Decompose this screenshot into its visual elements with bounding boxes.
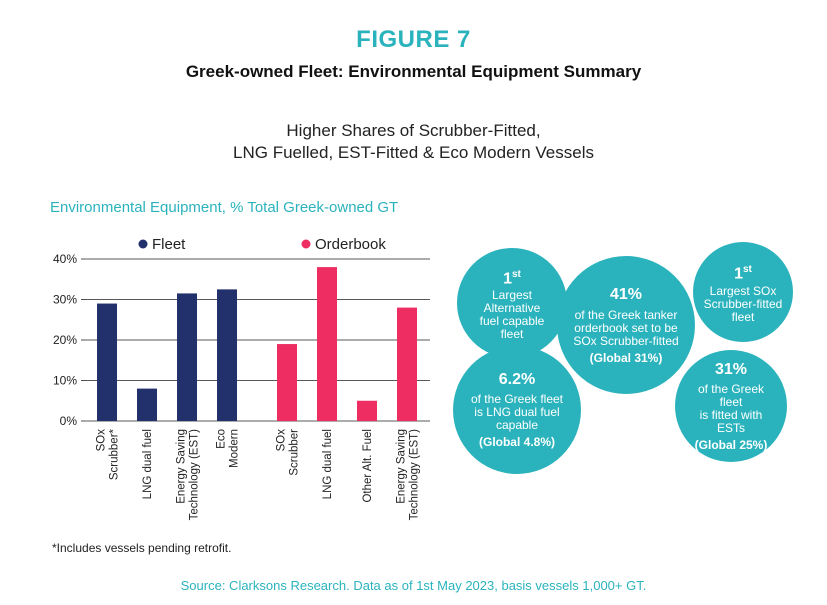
legend-marker [138,239,148,249]
y-tick-label: 20% [53,333,77,347]
bubble-text: of the Greek fleet [697,381,765,409]
subheading: Higher Shares of Scrubber-Fitted, LNG Fu… [0,120,827,164]
bubble-global-note: (Global 25%) [694,437,768,452]
bubble-headline: 1st [503,268,521,288]
bubble-headline: 31% [714,360,748,378]
bubble-headline: 6.2% [498,371,536,388]
y-tick-label: 30% [53,293,77,307]
bubble-text: is fitted with ESTs [699,407,763,435]
legend-label: Orderbook [315,236,386,253]
bubble-text: fleet [731,309,755,324]
bubble-text: Largest SOx [709,283,777,298]
subheading-line-2: LNG Fuelled, EST-Fitted & Eco Modern Ves… [233,143,594,162]
category-label: Technology (EST) [189,429,201,521]
bar [177,293,197,421]
bubble-text: of the Greek tanker [574,307,678,322]
y-tick-label: 0% [60,414,78,428]
bubble-text: fleet [500,327,524,342]
category-label: Eco [216,429,228,449]
legend-marker [301,239,311,249]
bubble-tanker-scrubber: 41% of the Greek tanker orderbook set to… [557,256,695,394]
bar [217,289,237,421]
bar [317,267,337,421]
bubble-headline: 41% [609,285,643,303]
category-label: LNG dual fuel [142,429,154,499]
bubble-headline: 1st [734,264,752,283]
source-note: Source: Clarksons Research. Data as of 1… [180,578,647,593]
bubble-text: of the Greek fleet [470,392,564,406]
y-tick-label: 10% [53,374,77,388]
legend-label: Fleet [152,236,186,253]
bar [357,400,377,421]
category-label: Scrubber [289,429,301,476]
bubble-text: SOx Scrubber-fitted [573,333,679,348]
category-label: Scrubber* [109,428,121,480]
figure-title: Greek-owned Fleet: Environmental Equipme… [185,62,642,81]
bubble-global-note: (Global 31%) [589,350,663,365]
bubble-text: Scrubber-fitted [703,296,783,311]
bubble-global-note: (Global 4.8%) [478,435,555,449]
bubble-text: is LNG dual fuel [474,405,560,419]
figure-label: FIGURE 7 [356,26,471,53]
bubble-largest-alt-fuel: 1st Largest Alternative fuel capable fle… [457,248,567,358]
category-label: Energy Saving [176,429,188,504]
bar [277,344,297,421]
category-label: Modern [229,429,241,468]
category-label: Other Alt. Fuel [362,429,374,503]
category-label: Technology (EST) [409,429,421,521]
category-label: SOx [96,429,108,452]
bubble-text: orderbook set to be [574,320,678,335]
bubble-text: Alternative [483,301,541,316]
bar [397,307,417,421]
bubble-lng-dual-fuel: 6.2% of the Greek fleet is LNG dual fuel… [453,346,581,474]
footnote: *Includes vessels pending retrofit. [52,541,232,555]
bar [137,388,157,421]
bubble-text: capable [495,418,539,432]
bubble-largest-scrubber: 1st Largest SOx Scrubber-fitted fleet [693,242,793,342]
category-label: Energy Saving [396,429,408,504]
chart-title: Environmental Equipment, % Total Greek-o… [50,199,399,216]
y-tick-label: 40% [53,252,77,266]
bubble-text: Largest [491,288,533,303]
bubble-text: fuel capable [479,314,545,329]
category-label: SOx [276,429,288,452]
bar [97,303,117,421]
category-label: LNG dual fuel [322,429,334,499]
subheading-line-1: Higher Shares of Scrubber-Fitted, [286,121,541,140]
bubble-est-fitted: 31% of the Greek fleet is fitted with ES… [675,350,787,462]
